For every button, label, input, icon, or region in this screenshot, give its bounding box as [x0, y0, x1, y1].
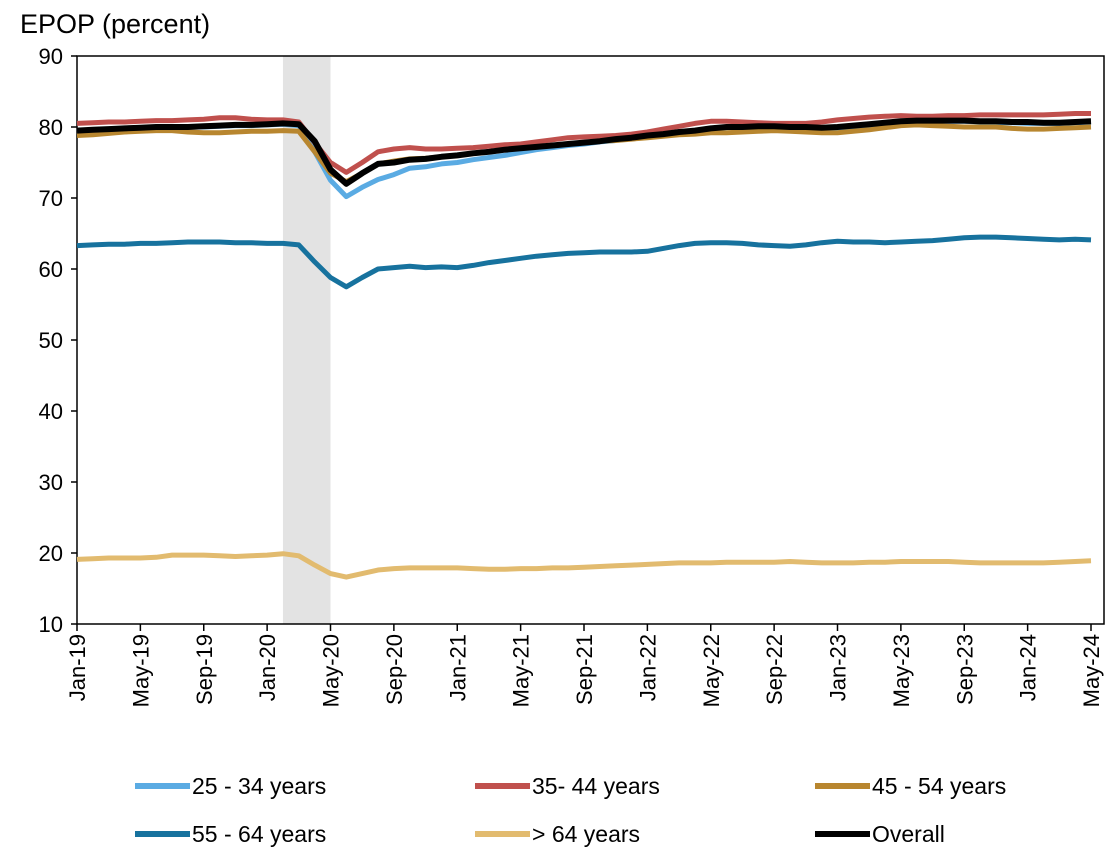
legend-label: 35- 44 years [532, 773, 660, 799]
x-tick-label: May-21 [509, 634, 534, 707]
y-tick-label: 20 [39, 541, 63, 566]
x-tick-label: May-23 [889, 634, 914, 707]
y-tick-label: 40 [39, 399, 63, 424]
legend-label: Overall [872, 821, 945, 847]
series-line [76, 234, 1092, 290]
x-tick-label: May-20 [319, 634, 344, 707]
x-tick-label: Jan-20 [255, 634, 280, 701]
x-tick-label: Jan-21 [445, 634, 470, 701]
x-tick-label: Sep-21 [572, 634, 597, 705]
x-tick-label: Sep-23 [952, 634, 977, 705]
legend-label: 55 - 64 years [192, 821, 326, 847]
x-tick-label: Jan-24 [1016, 634, 1041, 701]
y-tick-label: 30 [39, 470, 63, 495]
legend-label: 25 - 34 years [192, 773, 326, 799]
y-tick-label: 60 [39, 257, 63, 282]
y-tick-label: 70 [39, 186, 63, 211]
legend-label: > 64 years [532, 821, 640, 847]
x-tick-label: May-22 [699, 634, 724, 707]
x-tick-label: May-24 [1079, 634, 1104, 707]
chart-title: EPOP (percent) [20, 9, 210, 39]
y-tick-label: 80 [39, 115, 63, 140]
x-tick-label: Jan-23 [826, 634, 851, 701]
x-tick-label: Sep-22 [762, 634, 787, 705]
x-tick-label: Sep-20 [382, 634, 407, 705]
x-tick-label: Jan-22 [635, 634, 660, 701]
x-tick-label: Jan-19 [65, 634, 90, 701]
y-tick-label: 50 [39, 328, 63, 353]
series-line [76, 117, 1092, 187]
y-tick-label: 90 [39, 44, 63, 69]
x-tick-label: May-19 [128, 634, 153, 707]
y-tick-label: 10 [39, 612, 63, 637]
series-line [76, 111, 1091, 175]
legend-label: 45 - 54 years [872, 773, 1006, 799]
x-tick-label: Sep-19 [192, 634, 217, 705]
series-line [76, 551, 1092, 580]
